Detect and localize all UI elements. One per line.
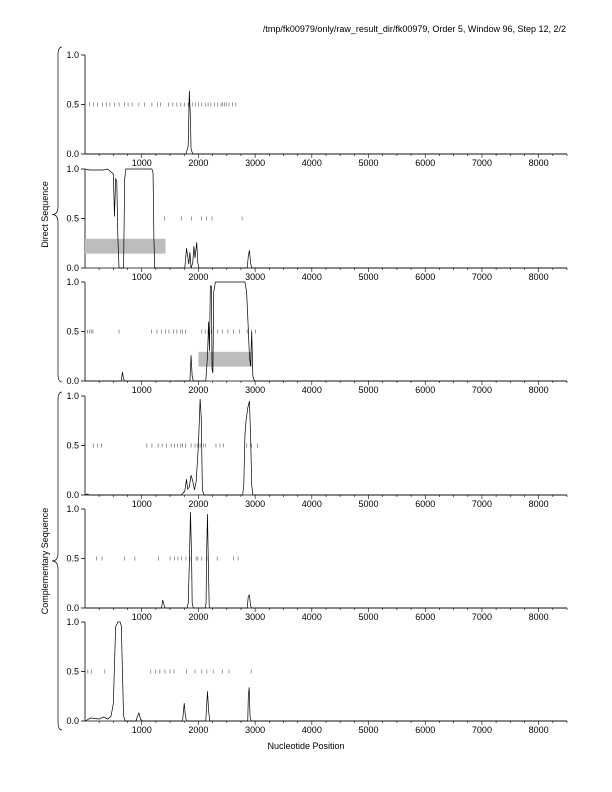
y-tick-label: 0.0	[66, 603, 79, 613]
y-tick-label: 0.5	[66, 554, 79, 564]
y-tick-label: 1.0	[66, 504, 79, 514]
y-tick-label: 0.5	[66, 100, 79, 110]
x-axis-label: Nucleotide Position	[267, 741, 345, 751]
y-tick-label: 0.0	[66, 149, 79, 159]
y-tick-label: 0.5	[66, 214, 79, 224]
x-tick-label: 4000	[302, 499, 322, 509]
x-tick-label: 6000	[415, 272, 435, 282]
x-tick-label: 1000	[132, 272, 152, 282]
x-tick-label: 4000	[302, 272, 322, 282]
group-brace	[51, 46, 63, 383]
hsp-bar	[198, 351, 253, 367]
x-tick-label: 7000	[472, 158, 492, 168]
x-tick-label: 3000	[245, 499, 265, 509]
x-tick-label: 7000	[472, 272, 492, 282]
y-tick-label: 0.0	[66, 716, 79, 726]
x-tick-label: 6000	[415, 499, 435, 509]
hsp-bar	[85, 238, 166, 254]
y-tick-label: 0.0	[66, 490, 79, 500]
x-tick-label: 2000	[188, 612, 208, 622]
y-tick-label: 1.0	[66, 617, 79, 627]
x-tick-label: 2000	[188, 725, 208, 735]
x-tick-label: 2000	[188, 385, 208, 395]
x-tick-label: 4000	[302, 385, 322, 395]
x-tick-label: 1000	[132, 499, 152, 509]
header-title: /tmp/fk00979/only/raw_result_dir/fk00979…	[262, 24, 566, 34]
x-tick-label: 1000	[132, 612, 152, 622]
x-tick-label: 7000	[472, 385, 492, 395]
x-tick-label: 8000	[529, 725, 549, 735]
x-tick-label: 5000	[359, 612, 379, 622]
series-line	[84, 621, 567, 722]
y-tick-label: 1.0	[66, 50, 79, 60]
x-tick-label: 1000	[132, 385, 152, 395]
x-tick-label: 6000	[415, 385, 435, 395]
x-tick-label: 8000	[529, 385, 549, 395]
y-tick-label: 1.0	[66, 277, 79, 287]
x-tick-label: 5000	[359, 158, 379, 168]
series-line	[85, 90, 567, 155]
x-tick-label: 4000	[302, 158, 322, 168]
x-tick-label: 8000	[529, 158, 549, 168]
y-tick-label: 1.0	[66, 391, 79, 401]
x-tick-label: 6000	[415, 158, 435, 168]
x-tick-label: 5000	[359, 499, 379, 509]
x-tick-label: 8000	[529, 499, 549, 509]
series-line	[85, 281, 567, 382]
y-tick-label: 0.0	[66, 376, 79, 386]
series-line	[85, 511, 567, 609]
x-tick-label: 2000	[188, 272, 208, 282]
x-tick-label: 3000	[245, 272, 265, 282]
x-tick-label: 2000	[188, 499, 208, 509]
x-tick-label: 2000	[188, 158, 208, 168]
x-tick-label: 3000	[245, 612, 265, 622]
x-tick-label: 4000	[302, 612, 322, 622]
x-tick-label: 5000	[359, 385, 379, 395]
x-tick-label: 8000	[529, 272, 549, 282]
x-tick-label: 1000	[132, 725, 152, 735]
y-tick-label: 0.0	[66, 263, 79, 273]
x-tick-label: 7000	[472, 612, 492, 622]
group-brace	[51, 391, 63, 731]
x-tick-label: 5000	[359, 725, 379, 735]
x-tick-label: 3000	[245, 725, 265, 735]
x-tick-label: 3000	[245, 385, 265, 395]
y-tick-label: 1.0	[66, 164, 79, 174]
series-line	[84, 168, 567, 269]
y-tick-label: 0.5	[66, 667, 79, 677]
y-tick-label: 0.5	[66, 327, 79, 337]
x-tick-label: 1000	[132, 158, 152, 168]
x-tick-label: 7000	[472, 725, 492, 735]
group-label: Complementary Sequence	[40, 508, 50, 615]
x-tick-label: 7000	[472, 499, 492, 509]
y-tick-label: 0.5	[66, 441, 79, 451]
x-tick-label: 4000	[302, 725, 322, 735]
group-label: Direct Sequence	[40, 181, 50, 248]
x-tick-label: 8000	[529, 612, 549, 622]
x-tick-label: 6000	[415, 725, 435, 735]
x-tick-label: 5000	[359, 272, 379, 282]
x-tick-label: 6000	[415, 612, 435, 622]
x-tick-label: 3000	[245, 158, 265, 168]
series-line	[84, 398, 567, 496]
